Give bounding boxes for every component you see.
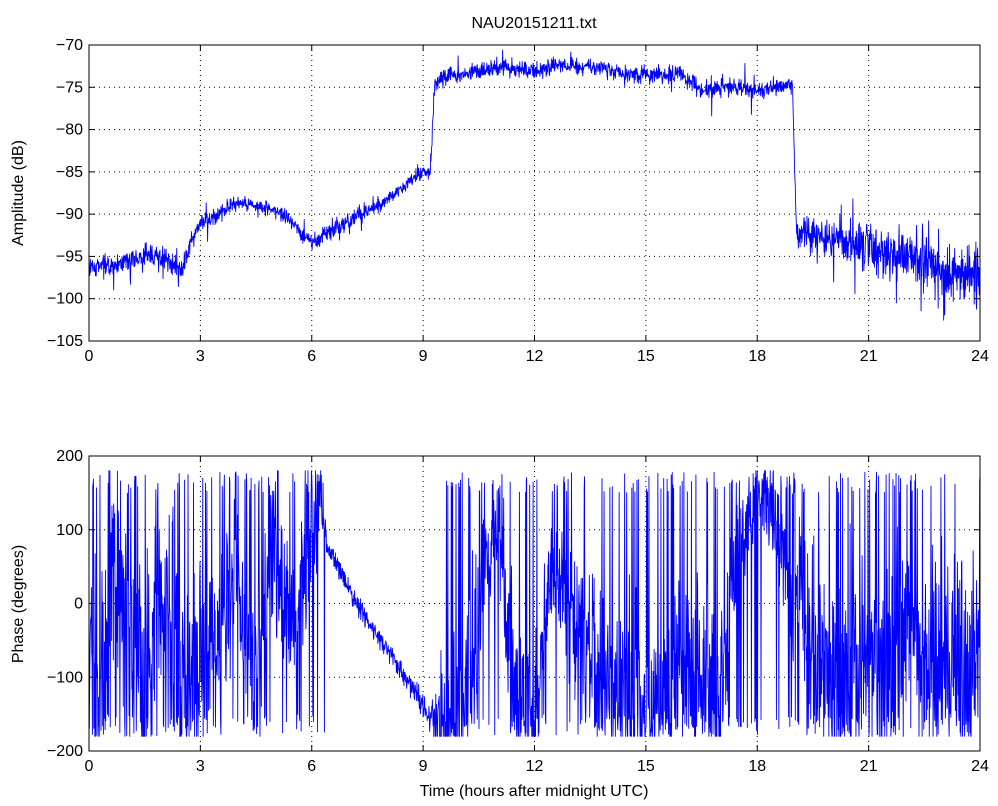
grid-lines xyxy=(89,45,980,341)
y-tick-label: 100 xyxy=(56,522,83,539)
plot-area xyxy=(89,45,980,341)
y-tick-label: −100 xyxy=(47,669,83,686)
x-tick-label: 9 xyxy=(419,758,428,775)
y-tick-label: −85 xyxy=(56,164,83,181)
x-tick-label: 12 xyxy=(526,758,544,775)
x-tick-label: 18 xyxy=(748,348,766,365)
y-tick-label: −200 xyxy=(47,743,83,760)
axis-ticks: 0 3 6 9 12 15 18 21 24 −200 −100 0 100 200 xyxy=(47,448,989,775)
phase-series xyxy=(88,470,981,737)
x-tick-label: 21 xyxy=(860,758,878,775)
x-tick-label: 24 xyxy=(971,348,989,365)
y-tick-label: −70 xyxy=(56,37,83,54)
y-tick-label: 200 xyxy=(56,448,83,465)
x-tick-label: 18 xyxy=(748,758,766,775)
x-tick-label: 9 xyxy=(419,348,428,365)
x-tick-label: 6 xyxy=(307,758,316,775)
y-axis-label: Amplitude (dB) xyxy=(10,140,27,246)
y-tick-label: 0 xyxy=(74,596,83,613)
y-tick-label: −75 xyxy=(56,79,83,96)
amplitude-plot: 0 3 6 9 12 15 18 21 24 −105 −100 −95 −90 −85 −80 −75 −70… xyxy=(10,15,989,365)
y-tick-label: −80 xyxy=(56,122,83,139)
x-tick-label: 0 xyxy=(85,758,94,775)
x-axis-label: Time (hours after midnight UTC) xyxy=(420,783,649,800)
x-tick-label: 3 xyxy=(196,348,205,365)
x-tick-label: 24 xyxy=(971,758,989,775)
phase-plot: 0 3 6 9 12 15 18 21 24 −200 −100 0 100 200 Time (hour… xyxy=(10,448,989,800)
x-tick-label: 6 xyxy=(307,348,316,365)
series-line xyxy=(88,49,981,321)
amplitude-series xyxy=(88,49,981,321)
y-axis-label: Phase (degrees) xyxy=(10,545,27,663)
x-tick-label: 0 xyxy=(85,348,94,365)
x-tick-label: 21 xyxy=(860,348,878,365)
axis-ticks: 0 3 6 9 12 15 18 21 24 −105 −100 −95 −90 −85 −80 −75 −70 xyxy=(47,37,989,365)
x-tick-label: 15 xyxy=(637,348,655,365)
x-tick-label: 12 xyxy=(526,348,544,365)
x-tick-label: 3 xyxy=(196,758,205,775)
y-tick-label: −105 xyxy=(47,333,83,350)
y-tick-label: −95 xyxy=(56,248,83,265)
x-tick-label: 15 xyxy=(637,758,655,775)
y-tick-label: −90 xyxy=(56,206,83,223)
chart-title: NAU20151211.txt xyxy=(471,15,597,32)
y-tick-label: −100 xyxy=(47,291,83,308)
series-line xyxy=(88,470,981,737)
